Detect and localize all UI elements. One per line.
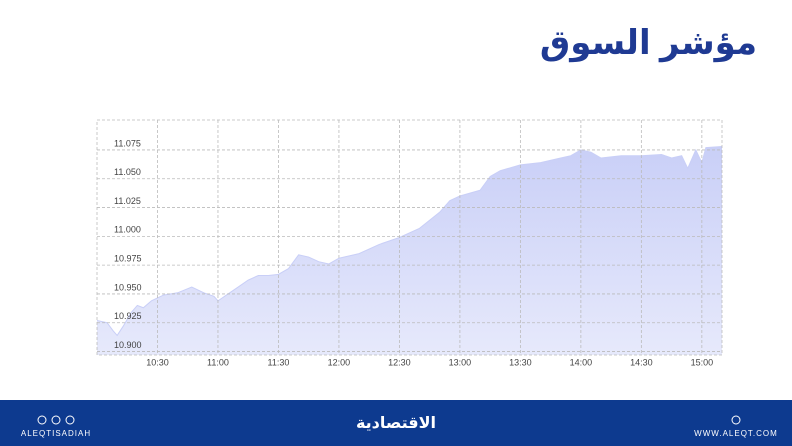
x-tick-label: 13:30 <box>509 357 532 367</box>
x-tick-label: 14:30 <box>630 357 653 367</box>
icon <box>51 415 61 425</box>
icon <box>65 415 75 425</box>
plot: 10.900 10.925 10.950 10.975 11.000 11.025 11.0… <box>96 119 723 367</box>
icon <box>731 415 741 425</box>
y-tick-label: 11.050 <box>114 167 141 177</box>
y-tick-label: 10.975 <box>114 254 142 264</box>
x-tick-label: 13:00 <box>449 357 472 367</box>
area-fill <box>97 146 722 355</box>
x-tick-label: 12:00 <box>328 357 351 367</box>
y-tick-label: 10.925 <box>114 311 142 321</box>
x-tick-label: 11:30 <box>268 357 290 367</box>
x-tick-label: 12:30 <box>388 357 411 367</box>
y-tick-label: 11.000 <box>114 225 141 235</box>
chart-title: مؤشر السوق <box>540 24 757 63</box>
x-tick-label: 10:30 <box>146 357 169 367</box>
y-tick-label: 10.950 <box>114 282 142 292</box>
footer-band <box>0 400 792 446</box>
x-tick-label: 11:00 <box>207 357 229 367</box>
x-tick-label: 14:00 <box>570 357 593 367</box>
y-tick-label: 11.075 <box>114 138 141 148</box>
logo: الاقتصادية <box>356 415 436 432</box>
x-tick-label: 15:00 <box>691 357 714 367</box>
plot-border <box>96 119 723 356</box>
line <box>96 145 723 337</box>
footer-right: WWW.ALEQT.COM <box>694 429 778 438</box>
y-tick-label: 10.900 <box>114 340 142 350</box>
icon <box>37 415 47 425</box>
y-tick-label: 11.025 <box>114 196 141 206</box>
footer-left: ALEQTISADIAH <box>21 429 91 438</box>
